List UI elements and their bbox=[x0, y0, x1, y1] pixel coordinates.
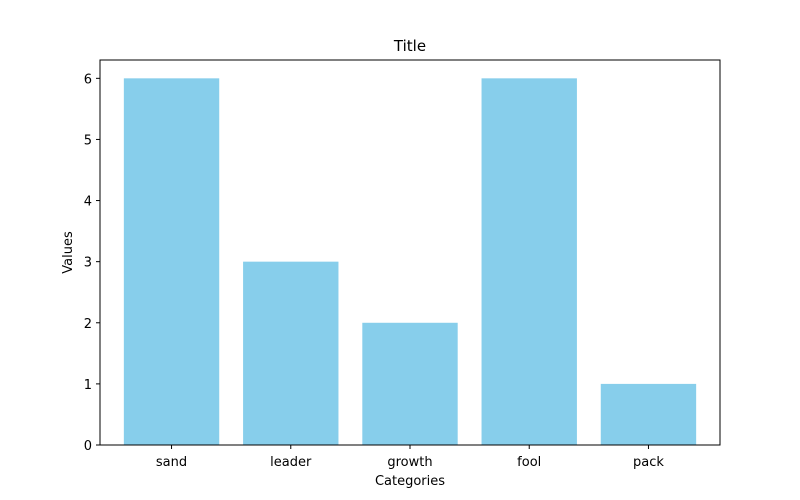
bar-sand bbox=[123, 78, 220, 445]
y-tick-label-6: 6 bbox=[84, 72, 92, 87]
x-axis-label: Categories bbox=[375, 474, 445, 489]
x-tick-label-growth: growth bbox=[387, 455, 432, 470]
bar-pack bbox=[600, 383, 697, 445]
y-axis-ticks: 0 1 2 3 4 5 6 bbox=[84, 72, 100, 454]
y-tick-label-3: 3 bbox=[84, 256, 92, 271]
y-axis-label: Values bbox=[61, 231, 76, 274]
y-tick-label-4: 4 bbox=[84, 195, 92, 210]
chart-title: Title bbox=[393, 37, 426, 55]
y-tick-label-2: 2 bbox=[84, 317, 92, 332]
y-tick-label-5: 5 bbox=[84, 133, 92, 148]
bar-fool bbox=[481, 78, 577, 445]
y-tick-label-0: 0 bbox=[84, 439, 92, 454]
bar-growth bbox=[362, 322, 458, 445]
bar-leader bbox=[243, 261, 339, 445]
y-tick-label-1: 1 bbox=[84, 378, 92, 393]
x-axis-ticks: sand leader growth fool pack bbox=[156, 445, 664, 470]
plot-frame bbox=[99, 59, 721, 446]
x-tick-label-pack: pack bbox=[633, 455, 664, 470]
bars-group bbox=[123, 78, 697, 445]
x-tick-label-leader: leader bbox=[270, 455, 312, 470]
x-tick-label-fool: fool bbox=[517, 455, 541, 470]
x-tick-label-sand: sand bbox=[156, 455, 187, 470]
